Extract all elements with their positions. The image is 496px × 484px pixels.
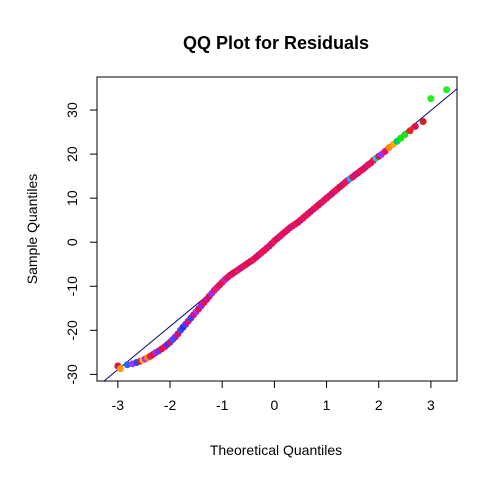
data-point: [116, 365, 124, 373]
x-tick-label: 1: [323, 397, 331, 413]
y-tick-label: 0: [64, 238, 80, 246]
y-tick-label: -30: [64, 364, 80, 384]
y-tick-label: 30: [64, 102, 80, 118]
y-tick-label: -10: [64, 276, 80, 296]
y-tick-label: 10: [64, 190, 80, 206]
x-tick-label: -2: [164, 397, 177, 413]
x-tick-label: -1: [216, 397, 229, 413]
x-tick-label: 3: [427, 397, 435, 413]
plot-frame: [96, 76, 458, 382]
chart-title: QQ Plot for Residuals: [183, 33, 369, 53]
reference-line-layer: [103, 88, 457, 381]
data-point: [406, 127, 414, 135]
data-point: [123, 361, 131, 369]
data-point: [443, 86, 451, 94]
x-tick-label: 2: [375, 397, 383, 413]
x-axis-label: Theoretical Quantiles: [210, 442, 342, 458]
x-tick-label: 0: [270, 397, 278, 413]
y-tick-label: -20: [64, 320, 80, 340]
y-axis-label: Sample Quantiles: [24, 174, 40, 285]
x-axis: -3 -2 -1 0 1 2 3: [112, 380, 435, 413]
x-tick-label: -3: [112, 397, 125, 413]
y-tick-label: 20: [64, 146, 80, 162]
qq-reference-line: [103, 88, 457, 381]
data-points-layer: [114, 86, 451, 373]
y-axis: -30 -20 -10 0 10 20 30: [64, 102, 98, 385]
data-point: [411, 122, 419, 130]
data-point: [401, 131, 409, 139]
data-point: [427, 95, 435, 103]
data-point: [419, 117, 427, 125]
